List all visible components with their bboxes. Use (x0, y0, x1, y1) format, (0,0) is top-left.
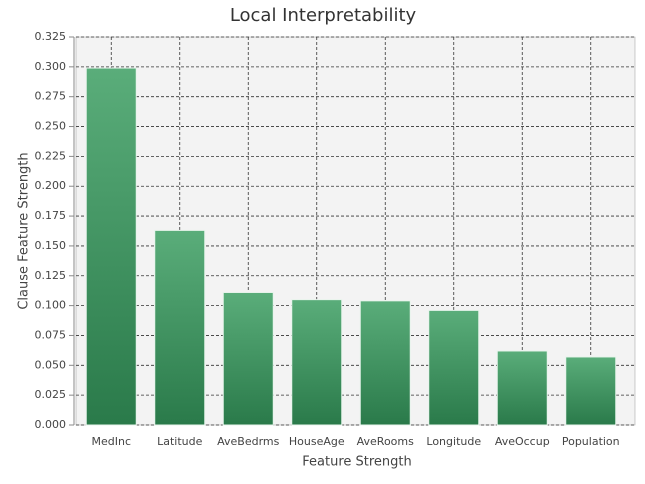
chart-title: Local Interpretability (230, 5, 417, 26)
y-tick-label: 0.075 (35, 328, 67, 341)
x-tick-label: Population (562, 435, 620, 448)
y-tick-label: 0.275 (35, 90, 67, 103)
y-tick-label: 0.000 (35, 418, 67, 431)
bar (222, 291, 274, 426)
y-tick-label: 0.025 (35, 388, 67, 401)
x-tick-label: HouseAge (289, 435, 345, 448)
y-tick-label: 0.175 (35, 209, 67, 222)
y-tick-label: 0.225 (35, 149, 67, 162)
x-tick-label: AveBedrms (217, 435, 279, 448)
x-tick-label: Longitude (426, 435, 481, 448)
bar (565, 356, 617, 426)
x-tick-label: MedInc (91, 435, 131, 448)
bar (154, 229, 206, 426)
y-tick-label: 0.325 (35, 30, 67, 43)
bar (291, 299, 343, 426)
bar (85, 67, 137, 426)
x-tick-label: AveOccup (495, 435, 550, 448)
bar (359, 300, 411, 426)
bar (428, 309, 480, 426)
y-axis-label: Clause Feature Strength (17, 152, 32, 309)
x-tick-label: AveRooms (357, 435, 414, 448)
y-tick-label: 0.200 (35, 179, 67, 192)
y-tick-label: 0.250 (35, 120, 67, 133)
y-tick-label: 0.125 (35, 269, 67, 282)
x-axis-label: Feature Strength (302, 455, 412, 470)
x-tick-label: Latitude (157, 435, 203, 448)
y-tick-label: 0.300 (35, 60, 67, 73)
y-tick-label: 0.150 (35, 239, 67, 252)
y-tick-label: 0.050 (35, 358, 67, 371)
bar (496, 350, 548, 426)
y-tick-label: 0.100 (35, 299, 67, 312)
